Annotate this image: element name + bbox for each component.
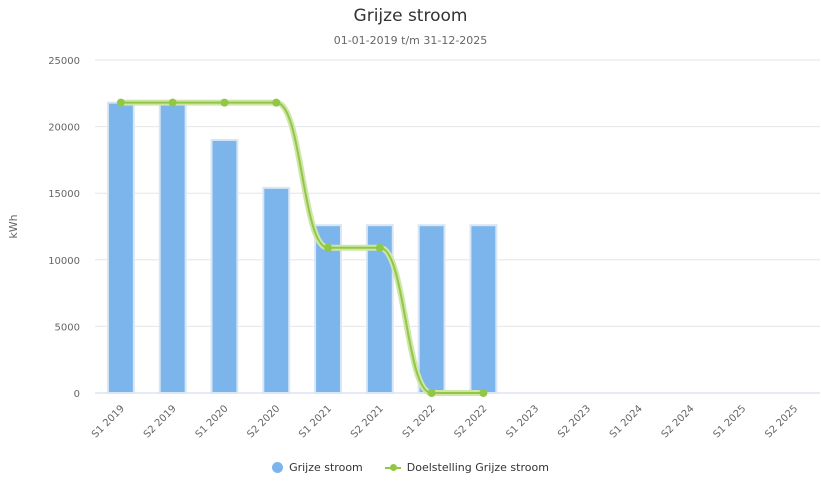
legend-item-doelstelling[interactable]: Doelstelling Grijze stroom [384,461,549,474]
bar[interactable] [314,224,342,394]
x-tick-label: S1 2019 [90,403,127,440]
legend-label-doelstelling: Doelstelling Grijze stroom [406,461,549,474]
x-tick-label: S1 2023 [504,403,541,440]
bar[interactable] [262,186,291,394]
bar[interactable] [469,224,498,394]
x-tick-label: S2 2023 [556,403,593,440]
y-tick-label: 20000 [48,123,80,134]
target-line [120,101,484,394]
bar[interactable] [210,138,239,394]
y-tick-label: 25000 [48,56,80,67]
x-tick-label: S2 2022 [453,403,490,440]
x-tick-label: S1 2020 [194,403,231,440]
x-tick-label: S1 2021 [297,403,334,440]
bar[interactable] [106,101,135,395]
y-tick-label: 5000 [55,322,80,333]
legend-item-grijze-stroom[interactable]: Grijze stroom [272,461,363,474]
x-axis-ticks: S1 2019 S2 2019 S1 2020 S2 2020 S1 2021 S2 20… [90,403,800,440]
target-line-series [116,98,488,397]
x-tick-label: S2 2024 [660,403,697,440]
y-axis-ticks: 0 5000 10000 15000 20000 25000 [48,56,80,400]
target-point[interactable] [168,98,177,107]
target-point[interactable] [220,98,229,107]
legend: Grijze stroom Doelstelling Grijze stroom [0,461,821,474]
x-tick-label: S2 2025 [763,403,800,440]
target-point[interactable] [427,389,436,397]
x-tick-label: S2 2021 [349,403,386,440]
x-tick-label: S2 2019 [142,403,179,440]
grid-lines [95,59,820,394]
chart-title: Grijze stroom [353,6,468,26]
chart-subtitle: 01-01-2019 t/m 31-12-2025 [333,34,488,47]
target-point[interactable] [479,389,488,397]
x-tick-label: S2 2020 [245,403,282,440]
bar[interactable] [417,224,446,394]
legend-marker-doelstelling [384,463,401,471]
x-tick-label: S1 2024 [608,403,645,440]
y-axis-title: kWh [7,214,20,238]
bar-series [106,101,498,395]
y-tick-label: 10000 [48,256,80,267]
y-tick-label: 0 [74,389,80,400]
y-tick-label: 15000 [48,189,80,200]
target-point[interactable] [375,243,384,252]
legend-label-grijze-stroom: Grijze stroom [289,461,363,474]
x-tick-label: S1 2022 [401,403,438,440]
legend-marker-grijze-stroom [272,462,284,473]
target-point[interactable] [116,98,125,107]
x-tick-label: S1 2025 [711,403,748,440]
target-point[interactable] [324,243,333,252]
target-point[interactable] [272,98,281,107]
bar[interactable] [158,101,187,395]
